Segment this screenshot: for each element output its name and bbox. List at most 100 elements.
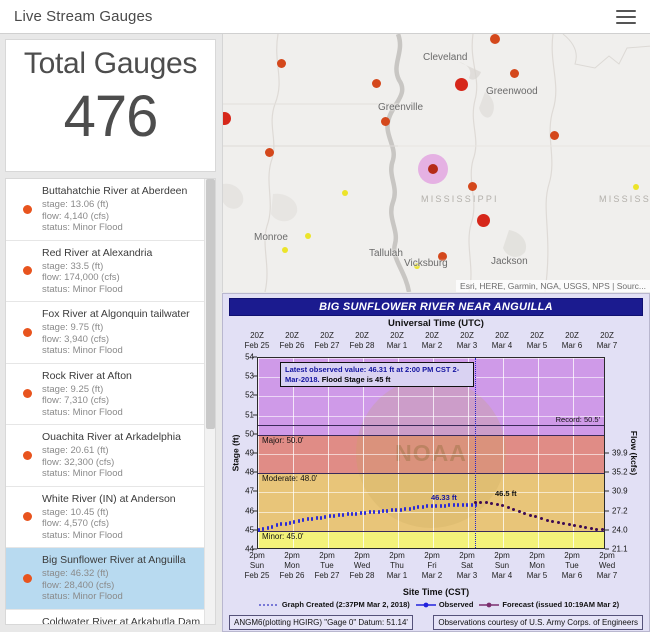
forecast-point <box>589 526 593 530</box>
gauge-flow: flow: 4,570 (cfs) <box>42 518 110 529</box>
chart-top-tick: 20Z Mar 3 <box>447 331 487 351</box>
flow-axis-tick: 30.9 <box>612 486 628 496</box>
map-gauge-marker[interactable] <box>414 263 420 269</box>
y-axis-tickmark <box>253 490 257 492</box>
observed-point <box>266 527 269 530</box>
flow-axis-tickmark <box>605 452 609 454</box>
map-gauge-marker[interactable] <box>454 77 468 91</box>
map-city-label: Greenville <box>378 102 424 113</box>
y-axis-tickmark <box>253 356 257 358</box>
chart-top-tick: 20Z Mar 6 <box>552 331 592 351</box>
gauge-list-item[interactable]: Red River at Alexandria stage: 33.5 (ft) f… <box>6 241 210 302</box>
gauge-text: White River (IN) at Anderson stage: 10.45… <box>42 493 206 542</box>
chart-x-axis-title: Site Time (CST) <box>402 587 470 597</box>
gauge-text: Rock River at Afton stage: 9.25 (ft) flow:… <box>42 370 206 419</box>
map-gauge-marker[interactable] <box>467 181 477 191</box>
observed-point <box>399 509 402 512</box>
map-basemap <box>223 34 650 292</box>
map-city-label: Vicksburg <box>404 258 448 269</box>
status-dot-icon <box>22 512 32 522</box>
bottom-tick-day: Wed <box>353 561 371 570</box>
total-gauges-label: Total Gauges <box>23 47 198 80</box>
map-gauge-marker[interactable] <box>509 68 519 78</box>
gauge-list-item[interactable]: Rock River at Afton stage: 9.25 (ft) flow:… <box>6 364 210 425</box>
gauge-list-item[interactable]: Ouachita River at Arkadelphia stage: 20.6… <box>6 425 210 487</box>
bottom-tick-time: 2pm <box>319 551 335 560</box>
bottom-tick-date: Mar 3 <box>456 571 478 580</box>
map-gauge-marker[interactable] <box>223 111 231 125</box>
gauge-list-scrollbar[interactable] <box>204 179 215 624</box>
observed-point <box>333 515 336 518</box>
bottom-tick-time: 2pm <box>284 551 300 560</box>
map-gauge-marker[interactable] <box>437 251 447 261</box>
status-dot-cell <box>12 450 42 460</box>
hamburger-icon[interactable] <box>616 9 636 25</box>
bottom-tick-time: 2pm <box>249 551 265 560</box>
chart-top-axis: 20Z Feb 25 20Z Feb 26 20Z Feb 27 20Z Feb 28 20Z M… <box>245 331 618 357</box>
selected-gauge-marker[interactable] <box>428 164 438 174</box>
chart-bottom-tick: 2pm Wed Mar 7 <box>585 551 629 581</box>
graph-created-line <box>475 358 476 548</box>
top-tick-date: Mar 6 <box>561 341 583 350</box>
scrollbar-thumb[interactable] <box>206 179 215 429</box>
flow-axis-tick: 24.0 <box>612 525 628 535</box>
map-state-label: MISSISS <box>599 194 650 204</box>
chart-bottom-tick: 2pm Mon Mar 5 <box>515 551 559 581</box>
forecast-point <box>473 500 477 504</box>
forecast-point <box>501 504 505 508</box>
map-gauge-marker[interactable] <box>342 190 348 196</box>
chart-top-tick: 20Z Feb 25 <box>237 331 277 351</box>
observed-point <box>280 524 283 527</box>
top-tick-date: Mar 1 <box>386 341 408 350</box>
chart-top-tick: 20Z Feb 27 <box>307 331 347 351</box>
grid-line-vertical <box>503 358 504 548</box>
bottom-tick-date: Feb 28 <box>349 571 375 580</box>
grid-line-vertical <box>468 358 469 548</box>
top-tick-date: Mar 4 <box>491 341 513 350</box>
gauge-list-item[interactable]: White River (IN) at Anderson stage: 10.45… <box>6 487 210 548</box>
map-gauge-marker[interactable] <box>264 147 274 157</box>
map-gauge-marker[interactable] <box>490 34 500 44</box>
observed-point <box>293 521 296 524</box>
flood-stage-band <box>258 530 604 548</box>
map-gauge-marker[interactable] <box>282 247 288 253</box>
threshold-line <box>258 473 604 475</box>
bottom-tick-date: Feb 25 <box>244 571 270 580</box>
chart-bottom-tick: 2pm Sun Feb 25 <box>235 551 279 581</box>
status-dot-cell <box>12 512 42 522</box>
map-gauge-marker[interactable] <box>305 233 311 239</box>
gauge-list: Buttahatchie River at Aberdeen stage: 13.… <box>6 179 210 625</box>
grid-line-vertical <box>258 358 259 548</box>
observed-point <box>466 505 469 508</box>
gauge-list-item[interactable]: Coldwater River at Arkabutla Damstage: 2… <box>6 610 210 625</box>
observed-point <box>346 514 349 517</box>
observed-point <box>444 505 446 508</box>
grid-line-horizontal <box>258 454 604 455</box>
map-gauge-marker[interactable] <box>476 213 490 227</box>
footnote-courtesy: Observations courtesy of U.S. Army Corps… <box>433 614 643 630</box>
total-gauges-value: 476 <box>63 84 159 149</box>
gauge-list-item[interactable]: Buttahatchie River at Aberdeen stage: 13.… <box>6 179 210 241</box>
observed-point <box>457 505 460 508</box>
gauge-flow: flow: 4,140 (cfs) <box>42 210 110 222</box>
chart-top-tick: 20Z Mar 2 <box>412 331 452 351</box>
forecast-point <box>490 501 494 505</box>
gauge-text: Red River at Alexandria stage: 33.5 (ft) f… <box>42 247 206 296</box>
gauge-list-item[interactable]: Big Sunflower River at Anguilla stage: 46… <box>6 548 210 610</box>
forecast-point <box>495 502 499 506</box>
map-gauge-marker[interactable] <box>633 184 639 190</box>
map-gauge-marker[interactable] <box>549 130 559 140</box>
y-axis-tick: 53 <box>245 371 254 381</box>
map-panel[interactable]: Cleveland Greenwood Greenville MISSISSIPPI M… <box>222 34 650 292</box>
map-gauge-marker[interactable] <box>276 58 286 68</box>
observed-point <box>439 505 442 508</box>
gauge-list-item[interactable]: Fox River at Algonquin tailwater stage: 9… <box>6 302 210 364</box>
map-gauge-marker[interactable] <box>380 116 390 126</box>
forecast-point <box>545 518 549 522</box>
page-title: Live Stream Gauges <box>14 8 153 25</box>
gauge-status: status: Minor Flood <box>42 529 123 541</box>
map-gauge-marker[interactable] <box>371 78 381 88</box>
gauge-flow: flow: 7,310 (cfs) <box>42 395 110 406</box>
gauge-stage: stage: 9.75 (ft) <box>42 322 104 333</box>
gauge-text: Big Sunflower River at Anguilla stage: 46… <box>42 554 206 603</box>
